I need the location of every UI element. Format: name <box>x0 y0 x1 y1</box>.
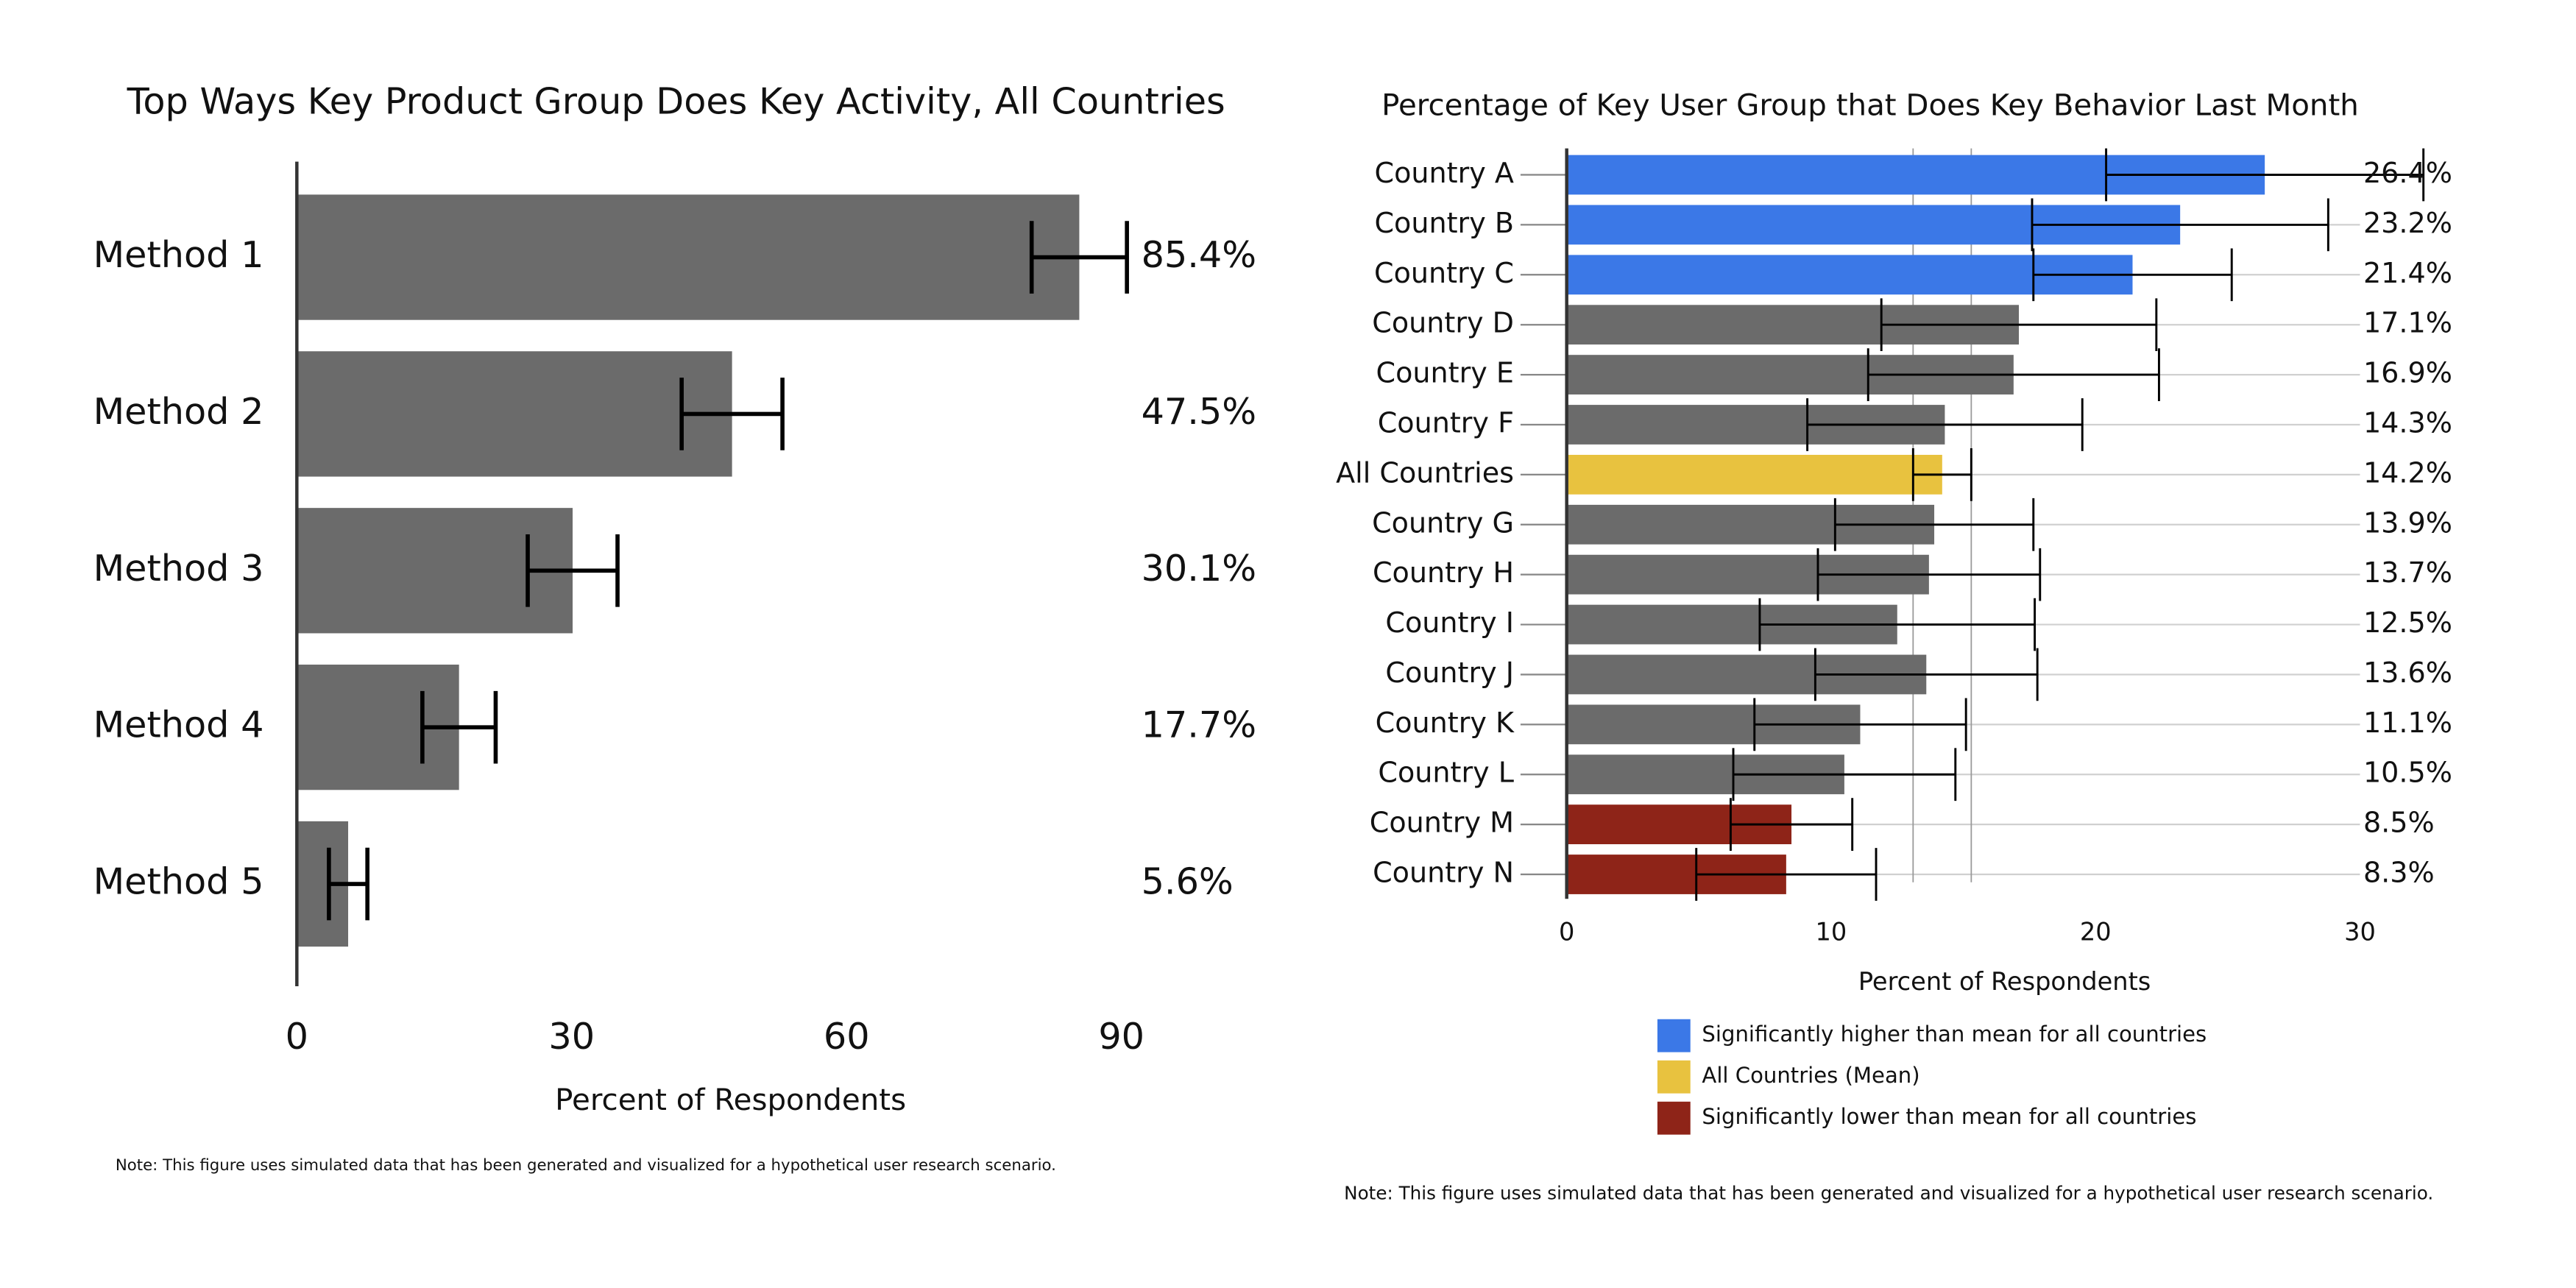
value-label: 23.2% <box>2363 207 2452 239</box>
value-label: 10.5% <box>2363 757 2452 789</box>
value-label: 14.3% <box>2363 406 2452 439</box>
value-label: 16.9% <box>2363 357 2452 389</box>
value-label: 11.1% <box>2363 707 2452 739</box>
x-axis-label: Percent of Respondents <box>555 1083 906 1117</box>
category-label: Country L <box>1378 757 1514 789</box>
x-tick-label: 30 <box>548 1015 595 1058</box>
category-label: Method 1 <box>93 233 264 276</box>
category-label: All Countries <box>1336 456 1514 489</box>
category-label: Method 5 <box>93 860 264 903</box>
value-label: 14.2% <box>2363 456 2452 489</box>
value-label: 13.6% <box>2363 657 2452 689</box>
category-label: Country A <box>1375 157 1514 189</box>
chart-title: Top Ways Key Product Group Does Key Acti… <box>127 80 1225 123</box>
bar <box>1566 454 1942 495</box>
category-label: Country E <box>1376 357 1514 389</box>
chart-title: Percentage of Key User Group that Does K… <box>1381 88 2359 123</box>
x-tick-label: 60 <box>824 1015 870 1058</box>
value-label: 5.6% <box>1142 860 1234 903</box>
value-label: 47.5% <box>1142 390 1257 433</box>
legend-swatch <box>1657 1101 1691 1135</box>
value-label: 12.5% <box>2363 606 2452 639</box>
value-label: 21.4% <box>2363 257 2452 289</box>
category-label: Country G <box>1372 506 1514 539</box>
value-label: 17.7% <box>1142 704 1257 746</box>
category-label: Method 4 <box>93 704 264 746</box>
legend-label: Significantly higher than mean for all c… <box>1702 1022 2207 1047</box>
bar <box>297 194 1080 320</box>
value-label: 8.5% <box>2363 807 2435 839</box>
category-label: Country K <box>1376 707 1515 739</box>
value-label: 13.9% <box>2363 506 2452 539</box>
category-label: Country N <box>1373 857 1514 889</box>
value-label: 8.3% <box>2363 857 2435 889</box>
category-label: Country B <box>1374 207 1514 239</box>
x-tick-label: 0 <box>286 1015 308 1058</box>
value-label: 85.4% <box>1142 233 1257 276</box>
x-tick-label: 20 <box>2080 918 2112 946</box>
category-label: Method 3 <box>93 547 264 590</box>
category-label: Country H <box>1373 556 1514 589</box>
note: Note: This figure uses simulated data th… <box>1344 1182 2433 1203</box>
category-label: Country C <box>1374 257 1514 289</box>
value-label: 13.7% <box>2363 556 2452 589</box>
category-label: Country D <box>1372 307 1514 339</box>
category-label: Method 2 <box>93 390 264 433</box>
category-label: Country J <box>1385 657 1514 689</box>
legend-label: All Countries (Mean) <box>1702 1063 1919 1088</box>
x-axis-label: Percent of Respondents <box>1858 967 2151 996</box>
value-label: 26.4% <box>2363 157 2452 189</box>
category-label: Country M <box>1370 807 1514 839</box>
legend-label: Significantly lower than mean for all co… <box>1702 1104 2196 1129</box>
note: Note: This figure uses simulated data th… <box>116 1156 1056 1175</box>
x-tick-label: 90 <box>1098 1015 1144 1058</box>
category-label: Country I <box>1385 606 1514 639</box>
value-label: 17.1% <box>2363 307 2452 339</box>
x-tick-label: 10 <box>1816 918 1847 946</box>
legend-swatch <box>1657 1060 1691 1094</box>
value-label: 30.1% <box>1142 547 1257 590</box>
x-tick-label: 0 <box>1559 918 1574 946</box>
legend-swatch <box>1657 1019 1691 1052</box>
category-label: Country F <box>1378 406 1514 439</box>
x-tick-label: 30 <box>2344 918 2376 946</box>
bar <box>297 351 732 477</box>
